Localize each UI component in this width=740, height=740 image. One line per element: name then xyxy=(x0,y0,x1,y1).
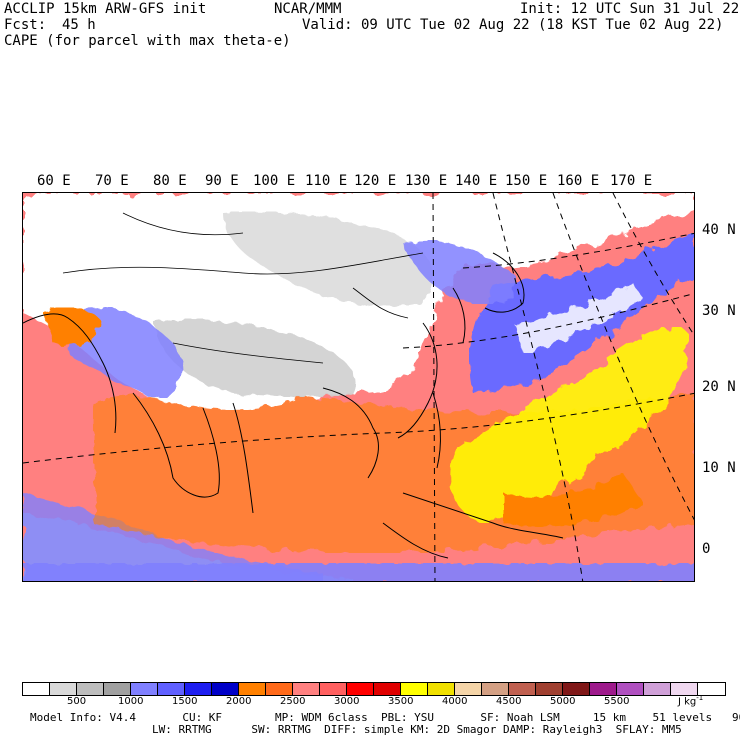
coastlines xyxy=(23,252,564,559)
colorbar-swatch xyxy=(77,683,104,695)
colorbar-tick: 3000 xyxy=(334,696,360,707)
lon-label: 170 E xyxy=(610,173,653,189)
pacific-orange-patches xyxy=(503,473,643,527)
cape-map xyxy=(22,192,695,582)
colorbar-swatch xyxy=(266,683,293,695)
colorbar-swatch xyxy=(50,683,77,695)
north-china-gray-area xyxy=(223,211,434,307)
field-name: CAPE (for parcel with max theta-e) xyxy=(4,33,291,49)
colorbar-tick: 5500 xyxy=(604,696,630,707)
colorbar-swatch xyxy=(644,683,671,695)
grid-lines xyxy=(23,193,694,581)
colorbar-swatch xyxy=(104,683,131,695)
borders xyxy=(62,212,424,364)
colorbar-tick: 5000 xyxy=(550,696,576,707)
lat-label: 40 N xyxy=(702,222,736,238)
model-info-line2: LW: RRTMG SW: RRTMG DIFF: simple KM: 2D … xyxy=(152,723,682,736)
colorbar-tick: 3500 xyxy=(388,696,414,707)
colorbar-swatch xyxy=(698,683,725,695)
colorbar-swatch xyxy=(482,683,509,695)
lon-label: 150 E xyxy=(505,173,548,189)
lon-label: 130 E xyxy=(405,173,448,189)
lon-label: 80 E xyxy=(153,173,187,189)
colorbar xyxy=(22,682,726,696)
cape-map-svg xyxy=(23,193,694,581)
colorbar-tick: 4000 xyxy=(442,696,468,707)
lon-label: 160 E xyxy=(557,173,600,189)
model-info-line1: Model Info: V4.4 CU: KF MP: WDM 6class P… xyxy=(30,711,740,724)
colorbar-swatch xyxy=(671,683,698,695)
colorbar-swatch xyxy=(563,683,590,695)
colorbar-tick: 500 xyxy=(67,696,87,707)
colorbar-swatch xyxy=(509,683,536,695)
valid-time: Valid: 09 UTC Tue 02 Aug 22 (18 KST Tue … xyxy=(302,17,724,33)
lon-label: 140 E xyxy=(455,173,498,189)
colorbar-swatch xyxy=(428,683,455,695)
southern-blue-strip xyxy=(23,563,694,581)
colorbar-units-text: J kg xyxy=(678,696,697,708)
colorbar-units-exponent: -1 xyxy=(696,694,704,702)
colorbar-swatch xyxy=(185,683,212,695)
north-pacific-light-band xyxy=(513,283,643,353)
lon-label: 120 E xyxy=(354,173,397,189)
colorbar-tick: 2500 xyxy=(280,696,306,707)
init-time: Init: 12 UTC Sun 31 Jul 22 xyxy=(520,1,740,17)
colorbar-swatch xyxy=(158,683,185,695)
lat-label: 30 N xyxy=(702,303,736,319)
colorbar-tick: 2000 xyxy=(226,696,252,707)
colorbar-swatch xyxy=(320,683,347,695)
colorbar-swatch xyxy=(347,683,374,695)
colorbar-swatch xyxy=(293,683,320,695)
pacific-yellow-core xyxy=(449,327,689,523)
colorbar-swatch xyxy=(401,683,428,695)
lon-label: 90 E xyxy=(205,173,239,189)
colorbar-tick: 1000 xyxy=(118,696,144,707)
lon-label: 110 E xyxy=(305,173,348,189)
lat-label: 0 xyxy=(702,541,711,557)
colorbar-swatch xyxy=(212,683,239,695)
colorbar-swatch xyxy=(536,683,563,695)
center-title: NCAR/MMM xyxy=(274,1,342,17)
colorbar-units: J kg-1 xyxy=(678,694,703,707)
colorbar-swatch xyxy=(590,683,617,695)
lon-label: 70 E xyxy=(95,173,129,189)
colorbar-tick: 4500 xyxy=(496,696,522,707)
colorbar-swatch xyxy=(131,683,158,695)
colorbar-swatch xyxy=(239,683,266,695)
forecast-hour: 45 h xyxy=(62,17,96,33)
colorbar-swatch xyxy=(374,683,401,695)
colorbar-swatch xyxy=(23,683,50,695)
lat-label: 20 N xyxy=(702,379,736,395)
colorbar-tick: 1500 xyxy=(172,696,198,707)
lon-label: 60 E xyxy=(37,173,71,189)
lat-label: 10 N xyxy=(702,460,736,476)
colorbar-swatch xyxy=(455,683,482,695)
lon-label: 100 E xyxy=(253,173,296,189)
forecast-label: Fcst: xyxy=(4,17,47,33)
japan-blue-fringe xyxy=(403,240,516,304)
colorbar-swatch xyxy=(617,683,644,695)
tibet-gray-area xyxy=(153,318,356,397)
model-title: ACCLIP 15km ARW-GFS init xyxy=(4,1,207,17)
